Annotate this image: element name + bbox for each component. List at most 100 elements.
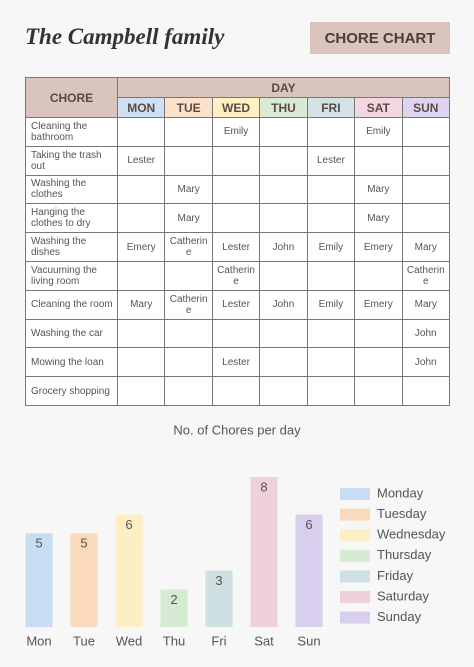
bar: [205, 570, 233, 627]
cell: Lester: [116, 145, 166, 176]
cell: [259, 347, 308, 378]
cell: [116, 203, 166, 234]
cell: [259, 376, 308, 406]
chore-name: Washing the car: [25, 318, 118, 349]
x-tick-label: Fri: [211, 633, 226, 648]
chore-table: CHORE DAY MON TUE WED THU FRI SAT SUN Cleaning th…: [25, 77, 451, 406]
value-label: 3: [215, 573, 222, 588]
badge: CHORE CHART: [310, 22, 450, 54]
cell: Emery: [354, 289, 403, 320]
day-label: SAT: [354, 97, 403, 118]
cell: [259, 203, 308, 234]
cell: Emily: [306, 289, 356, 320]
cell: Catherine: [164, 232, 213, 262]
cell: Emily: [306, 232, 356, 262]
header-row: CHORE DAY: [25, 77, 450, 118]
day-label: TUE: [164, 97, 213, 118]
row: Mowing the loan Lester John: [25, 347, 451, 378]
day-header: DAY: [117, 77, 450, 98]
x-tick-label: Mon: [26, 633, 51, 648]
day-label: MON: [116, 97, 166, 118]
cell: Mary: [401, 232, 451, 262]
cell: Catherine: [401, 260, 451, 291]
legend-label: Monday: [377, 485, 424, 500]
cell: [164, 145, 213, 176]
x-tick-label: Thu: [163, 633, 185, 648]
cell: [401, 174, 451, 205]
cell: [211, 203, 261, 234]
row: Hanging the clothes to dry Mary Mary: [25, 203, 451, 234]
cell: [211, 145, 261, 176]
cell: [211, 318, 261, 349]
chore-name: Hanging the clothes to dry: [25, 203, 118, 234]
chore-name: Cleaning the bathroom: [25, 117, 118, 147]
bar: [70, 533, 98, 627]
row: Cleaning the room Mary Catherine Lester John…: [25, 289, 451, 320]
cell: [164, 318, 213, 349]
x-tick-label: Wed: [116, 633, 143, 648]
cell: [116, 376, 166, 406]
cell: [306, 260, 356, 291]
row: Grocery shopping: [25, 376, 451, 406]
cell: Lester: [211, 289, 261, 320]
cell: [306, 347, 356, 378]
bar: [115, 514, 143, 627]
cell: Mary: [116, 289, 166, 320]
day-label: SUN: [401, 97, 451, 118]
cell: John: [259, 289, 308, 320]
cell: [164, 347, 213, 378]
value-label: 5: [80, 536, 87, 551]
cell: [259, 174, 308, 205]
day-label: FRI: [306, 97, 356, 118]
cell: [401, 145, 451, 176]
value-label: 6: [125, 517, 132, 532]
bar: [295, 514, 323, 627]
row: Taking the trash out Lester Lester: [25, 145, 451, 176]
cell: [164, 260, 213, 291]
row: Vacuuming the living room Catherine Cather…: [25, 260, 451, 291]
day-label: THU: [259, 97, 308, 118]
cell: John: [259, 232, 308, 262]
cell: Mary: [354, 174, 403, 205]
chore-name: Taking the trash out: [25, 145, 118, 176]
cell: [116, 260, 166, 291]
value-label: 5: [35, 536, 42, 551]
chore-name: Washing the clothes: [25, 174, 118, 205]
legend-swatch: [340, 488, 370, 500]
row: Washing the clothes Mary Mary: [25, 174, 451, 205]
cell: Lester: [211, 347, 261, 378]
cell: [116, 117, 166, 147]
cell: [259, 117, 308, 147]
legend-swatch: [340, 549, 370, 562]
cell: Mary: [164, 174, 213, 205]
cell: [401, 203, 451, 234]
cell: [306, 117, 356, 147]
cell: [354, 318, 403, 349]
cell: [259, 260, 308, 291]
cell: [259, 145, 308, 176]
legend-swatch: [340, 611, 370, 624]
cell: [306, 376, 356, 406]
cell: [354, 145, 403, 176]
cell: John: [401, 318, 451, 349]
cell: [401, 117, 451, 147]
cell: [211, 174, 261, 205]
cell: Mary: [354, 203, 403, 234]
chore-header: CHORE: [25, 77, 118, 118]
legend-label: Sunday: [377, 609, 422, 624]
cell: Lester: [211, 232, 261, 262]
cell: [354, 347, 403, 378]
legend-swatch: [340, 570, 370, 583]
chart-title: No. of Chores per day: [173, 422, 301, 437]
value-label: 6: [305, 517, 312, 532]
legend-label: Friday: [377, 568, 414, 583]
cell: [306, 174, 356, 205]
days-row: MON TUE WED THU FRI SAT SUN: [26, 97, 451, 118]
legend-swatch: [340, 529, 370, 542]
cell: [306, 203, 356, 234]
cell: [116, 318, 166, 349]
legend-label: Tuesday: [377, 506, 427, 521]
row: Washing the dishes Emery Catherine Lester Jo…: [25, 232, 451, 262]
bar: [160, 589, 188, 627]
legend-swatch: [340, 591, 370, 603]
